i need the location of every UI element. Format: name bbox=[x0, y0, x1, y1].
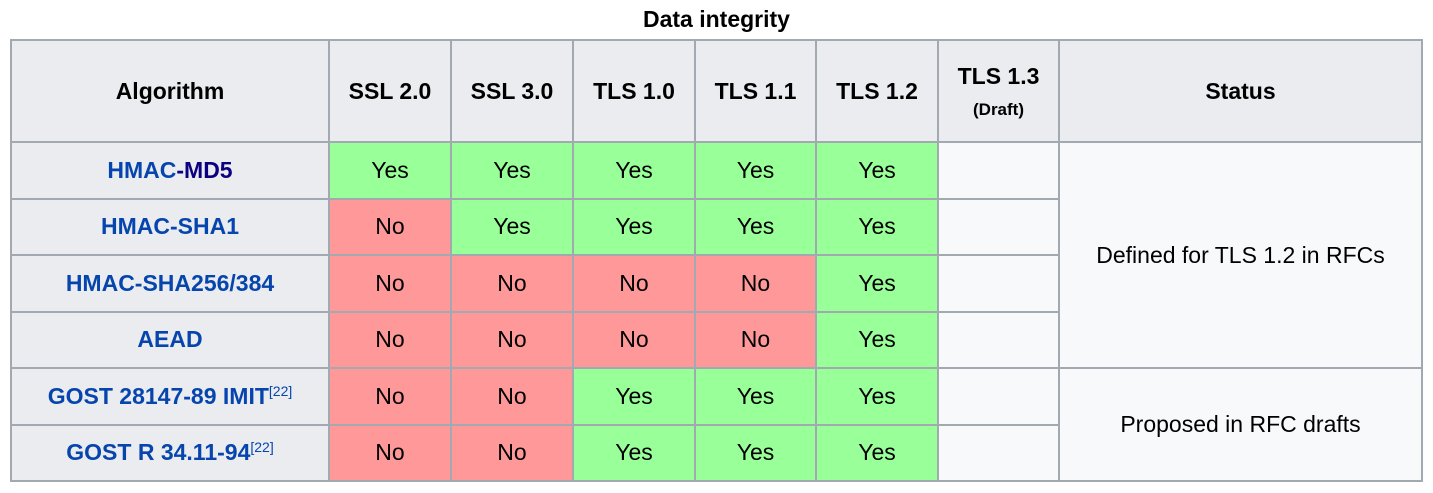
support-yes-cell: Yes bbox=[572, 423, 696, 482]
table-row: GOST 28147-89 IMIT[22] No No Yes Yes Yes Propo… bbox=[10, 367, 1423, 482]
support-no-cell: No bbox=[572, 254, 696, 313]
support-no-cell: No bbox=[328, 367, 452, 426]
empty-cell bbox=[937, 141, 1060, 200]
algorithm-link[interactable]: HMAC bbox=[107, 156, 177, 183]
empty-cell bbox=[937, 367, 1060, 426]
support-no-cell: No bbox=[450, 254, 574, 313]
empty-cell bbox=[937, 423, 1060, 482]
col-header-tls-1-1: TLS 1.1 bbox=[694, 39, 817, 143]
support-no-cell: No bbox=[328, 423, 452, 482]
algorithm-name: GOST R 34.11-94[22] bbox=[10, 423, 330, 482]
support-yes-cell: Yes bbox=[450, 197, 574, 256]
algorithm-link[interactable]: HMAC-SHA1 bbox=[101, 213, 239, 240]
algorithm-link[interactable]: AEAD bbox=[137, 326, 203, 353]
col-header-algorithm: Algorithm bbox=[10, 39, 330, 143]
data-integrity-table: Algorithm SSL 2.0 SSL 3.0 TLS 1.0 TLS 1.… bbox=[10, 39, 1423, 482]
empty-cell bbox=[937, 310, 1060, 369]
table-row: HMAC-MD5 Yes Yes Yes Yes Yes Defined for TLS 1… bbox=[10, 141, 1423, 369]
support-yes-cell: Yes bbox=[694, 367, 817, 426]
support-no-cell: No bbox=[694, 310, 817, 369]
col-header-tls-1-2: TLS 1.2 bbox=[815, 39, 939, 143]
support-no-cell: No bbox=[694, 254, 817, 313]
header-row: Algorithm SSL 2.0 SSL 3.0 TLS 1.0 TLS 1.… bbox=[10, 39, 1423, 143]
table-caption: Data integrity bbox=[643, 6, 790, 32]
algorithm-link-visited[interactable]: -MD5 bbox=[176, 156, 233, 183]
col-header-tls-1-0: TLS 1.0 bbox=[572, 39, 696, 143]
support-yes-cell: Yes bbox=[328, 141, 452, 200]
support-yes-cell: Yes bbox=[572, 197, 696, 256]
support-yes-cell: Yes bbox=[815, 141, 939, 200]
table-row: GOST R 34.11-94[22] No No Yes Yes Yes bbox=[10, 423, 1422, 482]
tls-1-3-label: TLS 1.3 bbox=[957, 62, 1040, 89]
support-yes-cell: Yes bbox=[572, 367, 696, 426]
support-no-cell: No bbox=[328, 254, 452, 313]
algorithm-name: AEAD bbox=[10, 310, 330, 369]
col-header-status: Status bbox=[1058, 39, 1423, 143]
support-yes-cell: Yes bbox=[694, 197, 817, 256]
support-yes-cell: Yes bbox=[450, 141, 574, 200]
support-yes-cell: Yes bbox=[815, 367, 939, 426]
support-yes-cell: Yes bbox=[815, 310, 939, 369]
col-header-ssl-3-0: SSL 3.0 bbox=[450, 39, 574, 143]
citation-reference[interactable]: [22] bbox=[268, 382, 293, 399]
support-yes-cell: Yes bbox=[815, 197, 939, 256]
support-no-cell: No bbox=[450, 367, 574, 426]
status-cell: Proposed in RFC drafts bbox=[1058, 367, 1423, 482]
table-row: HMAC-SHA256/384 No No No No Yes bbox=[10, 254, 1422, 313]
support-no-cell: No bbox=[450, 423, 574, 482]
support-no-cell: No bbox=[328, 310, 452, 369]
tls-1-3-draft-note: (Draft) bbox=[973, 99, 1024, 119]
table-row: AEAD No No No No Yes bbox=[10, 310, 1422, 369]
support-yes-cell: Yes bbox=[815, 254, 939, 313]
col-header-ssl-2-0: SSL 2.0 bbox=[328, 39, 452, 143]
status-cell: Defined for TLS 1.2 in RFCs bbox=[1058, 141, 1423, 369]
algorithm-name: HMAC-SHA1 bbox=[10, 197, 330, 256]
empty-cell bbox=[937, 254, 1060, 313]
empty-cell bbox=[937, 197, 1060, 256]
algorithm-name: HMAC-SHA256/384 bbox=[10, 254, 330, 313]
support-yes-cell: Yes bbox=[694, 141, 817, 200]
algorithm-name: GOST 28147-89 IMIT[22] bbox=[10, 367, 330, 426]
support-yes-cell: Yes bbox=[815, 423, 939, 482]
algorithm-link[interactable]: GOST R 34.11-94 bbox=[66, 439, 251, 466]
algorithm-link[interactable]: HMAC-SHA256/384 bbox=[65, 269, 275, 296]
table-row: HMAC-SHA1 No Yes Yes Yes Yes bbox=[10, 197, 1422, 256]
support-yes-cell: Yes bbox=[572, 141, 696, 200]
support-no-cell: No bbox=[450, 310, 574, 369]
support-yes-cell: Yes bbox=[694, 423, 817, 482]
algorithm-name: HMAC-MD5 bbox=[10, 141, 330, 200]
citation-reference[interactable]: [22] bbox=[250, 439, 274, 456]
algorithm-link[interactable]: GOST 28147-89 IMIT bbox=[47, 382, 269, 409]
support-no-cell: No bbox=[328, 197, 452, 256]
support-no-cell: No bbox=[572, 310, 696, 369]
col-header-tls-1-3: TLS 1.3 (Draft) bbox=[937, 39, 1060, 143]
